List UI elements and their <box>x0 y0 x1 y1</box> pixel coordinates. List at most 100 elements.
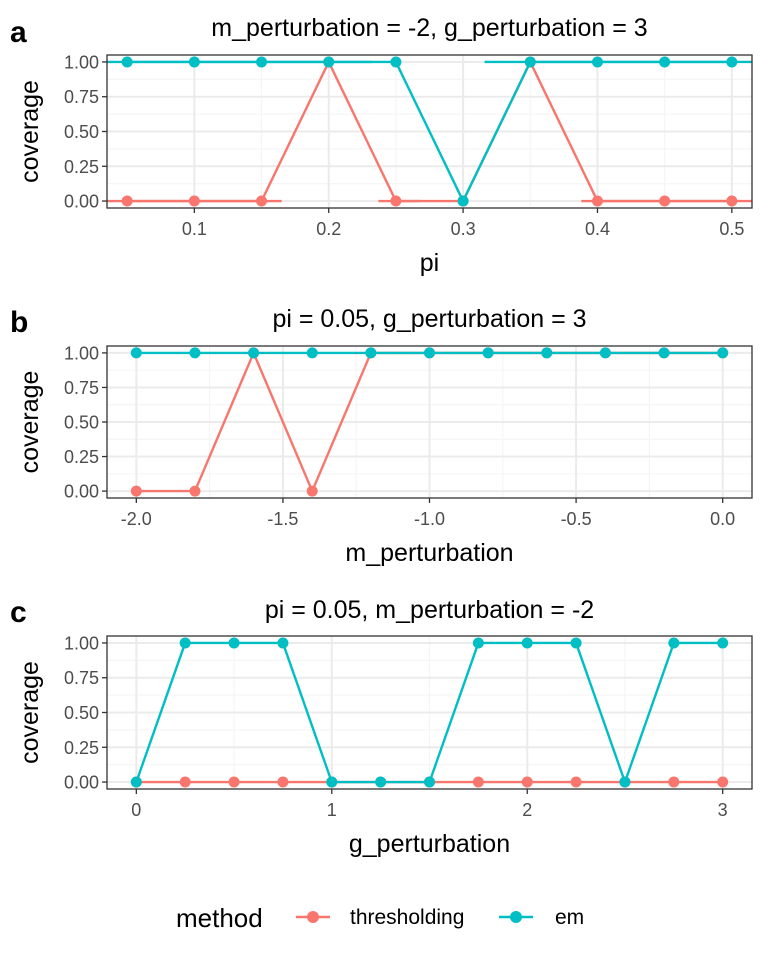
data-point-thresholding <box>277 776 289 788</box>
legend-label-em: em <box>555 906 584 929</box>
x-tick-label: 0.5 <box>719 219 744 239</box>
data-point-thresholding <box>228 776 240 788</box>
y-tick-label: 0.50 <box>64 122 99 142</box>
y-axis-title: coverage <box>16 661 44 764</box>
data-point-em <box>659 56 671 68</box>
x-tick-label: 0.0 <box>710 509 735 529</box>
y-tick-label: 0.25 <box>64 157 99 177</box>
x-tick-label: 3 <box>718 800 728 820</box>
y-tick-label: 0.00 <box>64 192 99 212</box>
panel-title: pi = 0.05, g_perturbation = 3 <box>272 305 586 333</box>
legend-entry-thresholding: thresholding <box>296 906 464 929</box>
data-point-em <box>457 195 469 207</box>
legend-key-em-point <box>510 911 522 923</box>
y-axis-title: coverage <box>16 80 44 183</box>
data-point-em <box>188 56 200 68</box>
data-point-thresholding <box>570 776 582 788</box>
x-tick-label: 0.4 <box>585 219 610 239</box>
y-tick-label: 0.75 <box>64 668 99 688</box>
data-point-em <box>424 776 435 788</box>
x-tick-label: 0 <box>131 800 141 820</box>
data-point-em <box>375 776 387 788</box>
data-point-em <box>189 347 201 359</box>
data-point-thresholding <box>121 195 133 207</box>
y-tick-label: 0.00 <box>64 482 99 502</box>
x-axis-title: pi <box>420 249 439 277</box>
data-point-thresholding <box>189 485 201 497</box>
panel-c: 0.00 0.25 0.50 0.75 1.00 0 1 2 3 g_perturbation co… <box>10 596 753 858</box>
legend: method thresholding em <box>176 903 584 933</box>
data-point-thresholding <box>726 195 738 207</box>
legend-key-thresholding-point <box>307 911 319 923</box>
data-point-em <box>717 637 729 649</box>
panel-title: m_perturbation = -2, g_perturbation = 3 <box>211 14 647 42</box>
data-point-em <box>472 637 484 649</box>
y-tick-label: 0.00 <box>64 773 99 793</box>
data-point-em <box>599 347 611 359</box>
data-point-em <box>521 637 533 649</box>
data-point-em <box>390 56 402 68</box>
data-point-em <box>524 56 536 68</box>
y-tick-label: 0.25 <box>64 447 99 467</box>
data-point-thresholding <box>188 195 200 207</box>
data-point-thresholding <box>179 776 191 788</box>
data-point-thresholding <box>390 195 402 207</box>
x-tick-label: 1 <box>327 800 337 820</box>
data-point-em <box>717 347 729 359</box>
data-point-thresholding <box>472 776 484 788</box>
data-point-em <box>306 347 318 359</box>
panel-letter: c <box>10 596 27 629</box>
data-point-em <box>658 347 670 359</box>
panel-a: 0.00 0.25 0.50 0.75 1.00 0.1 0.2 0.3 0.4 0.5 pi cov… <box>10 14 753 277</box>
panel-letter: b <box>10 306 28 339</box>
y-tick-label: 0.75 <box>64 378 99 398</box>
y-axis-title: coverage <box>16 371 44 474</box>
legend-title: method <box>176 903 263 933</box>
x-tick-label: 0.2 <box>316 219 341 239</box>
data-point-em <box>277 637 289 649</box>
data-point-em <box>228 637 240 649</box>
y-tick-label: 0.75 <box>64 87 99 107</box>
data-point-thresholding <box>256 195 268 207</box>
data-point-em <box>248 347 260 359</box>
data-point-em <box>424 347 435 359</box>
data-point-thresholding <box>668 776 680 788</box>
data-point-thresholding <box>659 195 671 207</box>
data-point-em <box>121 56 133 68</box>
data-point-thresholding <box>591 195 603 207</box>
data-point-em <box>130 347 142 359</box>
y-tick-label: 0.25 <box>64 738 99 758</box>
data-point-em <box>256 56 268 68</box>
data-point-thresholding <box>306 485 318 497</box>
y-tick-label: 1.00 <box>64 52 99 72</box>
x-tick-label: -2.0 <box>121 509 152 529</box>
x-tick-label: -1.5 <box>267 509 298 529</box>
x-tick-label: -1.0 <box>414 509 445 529</box>
data-point-em <box>591 56 603 68</box>
data-point-em <box>323 56 335 68</box>
panel-b: 0.00 0.25 0.50 0.75 1.00 -2.0 -1.5 -1.0 -0.5 0.0 m… <box>10 305 753 567</box>
data-point-em <box>179 637 191 649</box>
data-point-em <box>570 637 582 649</box>
data-point-em <box>365 347 377 359</box>
data-point-em <box>541 347 553 359</box>
x-tick-label: 0.1 <box>182 219 207 239</box>
data-point-em <box>726 56 738 68</box>
x-axis-title: m_perturbation <box>345 539 513 567</box>
x-tick-label: 0.3 <box>451 219 476 239</box>
x-tick-label: -0.5 <box>561 509 592 529</box>
x-tick-label: 2 <box>522 800 532 820</box>
panel-title: pi = 0.05, m_perturbation = -2 <box>265 596 594 624</box>
data-point-em <box>326 776 338 788</box>
legend-label-thresholding: thresholding <box>350 906 464 929</box>
data-point-em <box>482 347 494 359</box>
legend-entry-em: em <box>499 906 584 929</box>
y-tick-label: 0.50 <box>64 703 99 723</box>
data-point-thresholding <box>130 485 142 497</box>
data-point-thresholding <box>521 776 533 788</box>
panel-letter: a <box>10 16 27 49</box>
y-tick-label: 1.00 <box>64 633 99 653</box>
data-point-em <box>130 776 142 788</box>
y-tick-label: 0.50 <box>64 413 99 433</box>
